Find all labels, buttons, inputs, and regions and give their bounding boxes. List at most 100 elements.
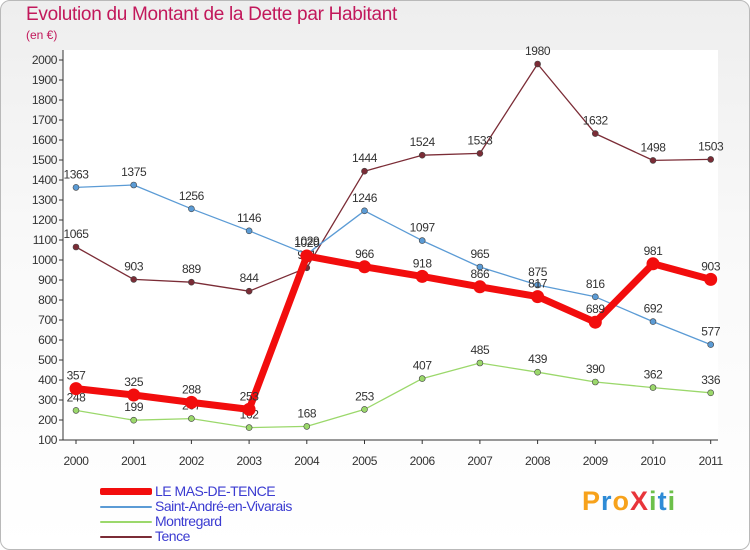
y-tick-label: 300: [38, 393, 58, 407]
data-label-saint-andr-en-vivarais: 1256: [179, 189, 205, 203]
series-line-le-mas-de-tence: [75, 252, 712, 413]
data-point-montregard: [130, 416, 137, 424]
legend-swatch: [100, 536, 152, 538]
y-tick-label: 800: [38, 293, 58, 307]
y-tick-label: 900: [38, 273, 58, 287]
x-tick-label: 2005: [352, 454, 378, 468]
data-label-le-mas-de-tence: 903: [701, 259, 721, 273]
data-point-tence: [649, 157, 657, 164]
data-point-le-mas-de-tence: [531, 290, 545, 304]
y-tick-label: 200: [38, 413, 58, 427]
legend-swatch: [100, 506, 152, 508]
legend-label: LE MAS-DE-TENCE: [155, 483, 276, 499]
y-tick-label: 1200: [32, 213, 58, 227]
data-label-tence: 1444: [352, 151, 378, 165]
data-label-le-mas-de-tence: 689: [586, 302, 606, 316]
chart-title: Evolution du Montant de la Dette par Hab…: [26, 4, 397, 25]
x-tick-label: 2001: [121, 454, 147, 468]
data-label-le-mas-de-tence: 866: [470, 267, 490, 281]
data-label-saint-andr-en-vivarais: 1363: [63, 167, 89, 181]
data-label-montregard: 439: [528, 352, 548, 366]
x-tick-label: 2004: [294, 454, 320, 468]
data-label-tence: 1980: [525, 44, 551, 58]
data-label-saint-andr-en-vivarais: 816: [586, 277, 606, 291]
data-label-le-mas-de-tence: 288: [182, 382, 202, 396]
data-point-le-mas-de-tence: [127, 388, 141, 402]
data-label-saint-andr-en-vivarais: 1146: [237, 211, 262, 225]
legend-label: Tence: [155, 528, 190, 544]
data-point-montregard: [72, 407, 80, 414]
x-tick-label: 2009: [583, 454, 609, 468]
data-point-tence: [707, 156, 715, 163]
y-tick-label: 1800: [32, 93, 58, 107]
y-tick-label: 1700: [32, 113, 58, 127]
y-tick-label: 1900: [32, 73, 58, 87]
x-tick-label: 2000: [63, 454, 89, 468]
series-line-saint-andr-en-vivarais: [75, 184, 711, 346]
data-label-le-mas-de-tence: 981: [644, 244, 664, 258]
data-label-tence: 1498: [640, 140, 666, 154]
data-point-le-mas-de-tence: [473, 280, 487, 294]
proxiti-logo: ProXiti: [582, 486, 676, 517]
legend-label: Saint-André-en-Vivarais: [155, 498, 292, 514]
data-point-saint-andr-en-vivarais: [130, 181, 137, 189]
y-tick-label: 1600: [32, 133, 58, 147]
data-label-le-mas-de-tence: 325: [124, 375, 144, 389]
data-point-saint-andr-en-vivarais: [72, 184, 80, 191]
y-tick-label: 500: [38, 353, 58, 367]
data-point-montregard: [591, 378, 599, 386]
logo-letter: o: [612, 486, 631, 516]
data-point-montregard: [361, 406, 368, 413]
data-label-le-mas-de-tence: 1020: [294, 236, 320, 250]
data-point-tence: [72, 243, 80, 251]
x-tick-label: 2006: [410, 454, 436, 468]
data-point-tence: [534, 60, 541, 68]
data-point-montregard: [188, 415, 195, 422]
data-point-le-mas-de-tence: [184, 395, 198, 409]
data-point-montregard: [418, 375, 426, 382]
data-point-montregard: [649, 384, 657, 391]
data-label-le-mas-de-tence: 253: [240, 389, 260, 403]
data-label-saint-andr-en-vivarais: 577: [701, 325, 721, 339]
data-point-saint-andr-en-vivarais: [188, 205, 195, 213]
data-point-tence: [130, 276, 137, 283]
data-point-le-mas-de-tence: [358, 260, 371, 274]
legend-swatch: [100, 488, 152, 495]
logo-letter: i: [649, 486, 658, 516]
data-point-tence: [361, 167, 368, 175]
y-tick-label: 1300: [32, 193, 58, 207]
logo-letter: P: [582, 486, 602, 516]
logo-letter: r: [601, 486, 613, 516]
plot-area: [63, 50, 718, 440]
data-point-tence: [476, 150, 484, 157]
data-point-saint-andr-en-vivarais: [534, 281, 541, 289]
data-point-saint-andr-en-vivarais: [707, 341, 715, 348]
data-point-le-mas-de-tence: [242, 402, 256, 416]
data-label-tence: 1503: [698, 139, 724, 153]
data-label-saint-andr-en-vivarais: 965: [470, 247, 490, 261]
data-label-montregard: 362: [644, 368, 664, 382]
data-point-tence: [188, 278, 195, 286]
data-point-le-mas-de-tence: [300, 249, 314, 263]
data-point-saint-andr-en-vivarais: [245, 227, 253, 235]
data-point-montregard: [476, 359, 484, 367]
logo-letter: i: [667, 486, 677, 516]
unit-label: (en €): [26, 28, 58, 42]
data-point-tence: [591, 130, 599, 137]
legend-swatch: [100, 521, 152, 523]
x-tick-label: 2003: [237, 454, 263, 468]
data-label-saint-andr-en-vivarais: 1097: [410, 221, 436, 235]
data-point-saint-andr-en-vivarais: [476, 263, 484, 271]
data-label-le-mas-de-tence: 817: [528, 277, 548, 291]
data-label-montregard: 390: [586, 362, 606, 376]
data-label-montregard: 168: [297, 406, 317, 420]
x-tick-label: 2011: [699, 454, 724, 468]
data-label-montregard: 407: [413, 359, 433, 373]
data-label-tence: 1632: [583, 114, 609, 128]
data-label-saint-andr-en-vivarais: 1029: [294, 234, 320, 248]
y-tick-label: 400: [38, 373, 58, 387]
data-label-montregard: 199: [124, 400, 144, 414]
y-tick-label: 700: [38, 313, 58, 327]
data-label-le-mas-de-tence: 357: [67, 369, 87, 383]
data-point-le-mas-de-tence: [69, 382, 83, 396]
